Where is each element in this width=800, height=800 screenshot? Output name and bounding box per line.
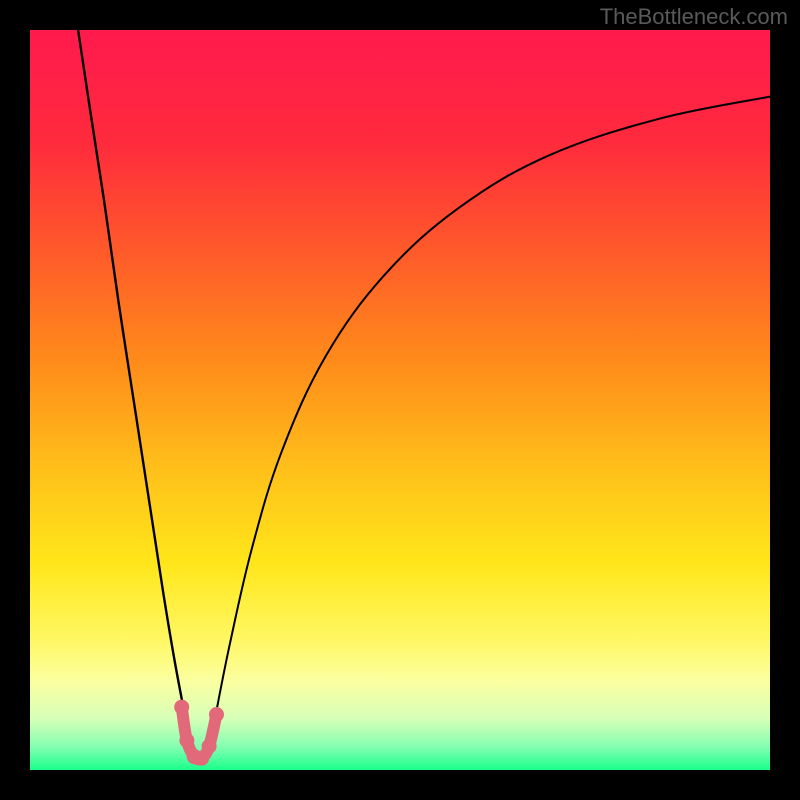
valley-dot [209, 707, 224, 722]
watermark-text: TheBottleneck.com [600, 4, 788, 30]
valley-dot [174, 700, 189, 715]
valley-dot [179, 733, 194, 748]
chart-root: TheBottleneck.com [0, 0, 800, 800]
chart-svg [0, 0, 800, 800]
valley-dot [202, 739, 217, 754]
chart-svg-wrap [0, 0, 800, 800]
plot-area [30, 30, 770, 770]
